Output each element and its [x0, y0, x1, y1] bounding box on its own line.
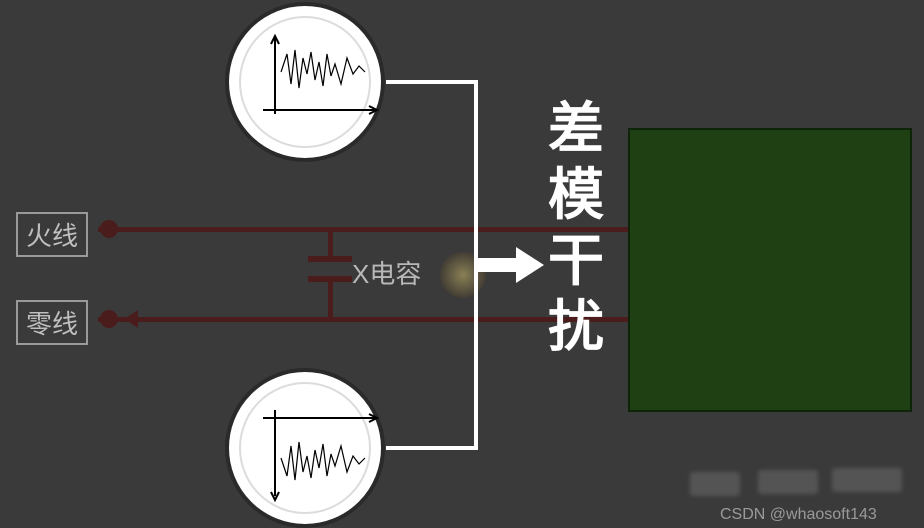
scope-top-plot [229, 6, 389, 166]
label-live: 火线 [16, 212, 88, 257]
scope-bottom [225, 368, 385, 528]
smudge-3 [832, 468, 902, 492]
capacitor-stem-top [328, 229, 333, 256]
smudge-1 [690, 472, 740, 496]
neutral-arrow [124, 310, 138, 328]
node-neutral [100, 310, 118, 328]
title-vertical: 差 模 干 扰 [548, 96, 604, 360]
capacitor-stem-bottom [328, 282, 333, 319]
arrow-stem [478, 258, 518, 272]
scope-bottom-plot [229, 372, 389, 528]
diagram-stage: X电容 火线 零线 [0, 0, 924, 528]
node-live [100, 220, 118, 238]
title-char-2: 模 [548, 162, 604, 228]
load-box [628, 128, 912, 412]
bracket-top-h [386, 80, 478, 84]
label-neutral: 零线 [16, 300, 88, 345]
smudge-2 [758, 470, 818, 494]
title-char-1: 差 [548, 96, 604, 162]
watermark: CSDN @whaosoft143 [720, 506, 877, 524]
title-char-3: 干 [548, 228, 604, 294]
capacitor-plate-top [308, 256, 352, 262]
scope-top [225, 2, 385, 162]
arrow-head-icon [516, 247, 544, 283]
title-char-4: 扰 [548, 294, 604, 360]
bracket-bottom-h [386, 446, 478, 450]
capacitor-label: X电容 [352, 254, 421, 291]
